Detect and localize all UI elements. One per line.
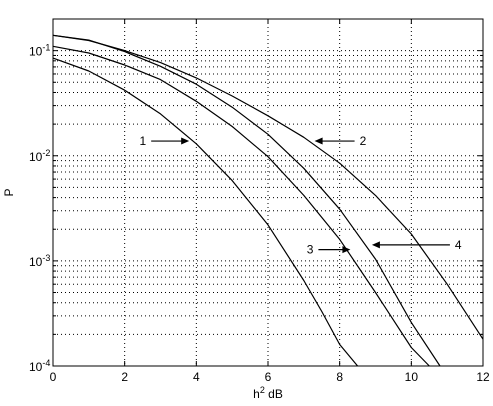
curve-annotations: 1 2 3 4 xyxy=(139,134,461,257)
y-tick-label: 10-4 xyxy=(29,358,50,374)
x-axis-label: h2 dB xyxy=(253,385,283,401)
series-line-2 xyxy=(52,34,484,340)
x-tick-label: 8 xyxy=(336,370,343,384)
x-tick-label: 0 xyxy=(50,370,57,384)
grid-lines xyxy=(53,19,483,366)
x-tick-label: 4 xyxy=(193,370,200,384)
annotation-label-3: 3 xyxy=(307,243,314,257)
annotation-label-1: 1 xyxy=(139,134,146,148)
annotation-arrowhead-2 xyxy=(314,137,323,145)
y-tick-label: 10-1 xyxy=(29,43,50,59)
y-axis-label: P xyxy=(2,188,16,196)
y-tick-label: 10-2 xyxy=(29,148,50,164)
x-tick-label: 12 xyxy=(476,370,490,384)
annotation-arrowhead-3 xyxy=(342,246,351,254)
series-line-3 xyxy=(52,45,430,367)
x-tick-label: 6 xyxy=(265,370,272,384)
series-lines xyxy=(52,34,484,367)
annotation-arrowhead-1 xyxy=(181,137,190,145)
annotation-label-4: 4 xyxy=(455,238,462,252)
x-tick-label: 2 xyxy=(121,370,128,384)
series-line-4 xyxy=(52,34,441,367)
annotation-arrowhead-4 xyxy=(371,241,380,249)
x-tick-label: 10 xyxy=(405,370,419,384)
y-tick-label: 10-3 xyxy=(29,253,50,269)
series-line-1 xyxy=(52,57,359,367)
annotation-label-2: 2 xyxy=(360,134,367,148)
